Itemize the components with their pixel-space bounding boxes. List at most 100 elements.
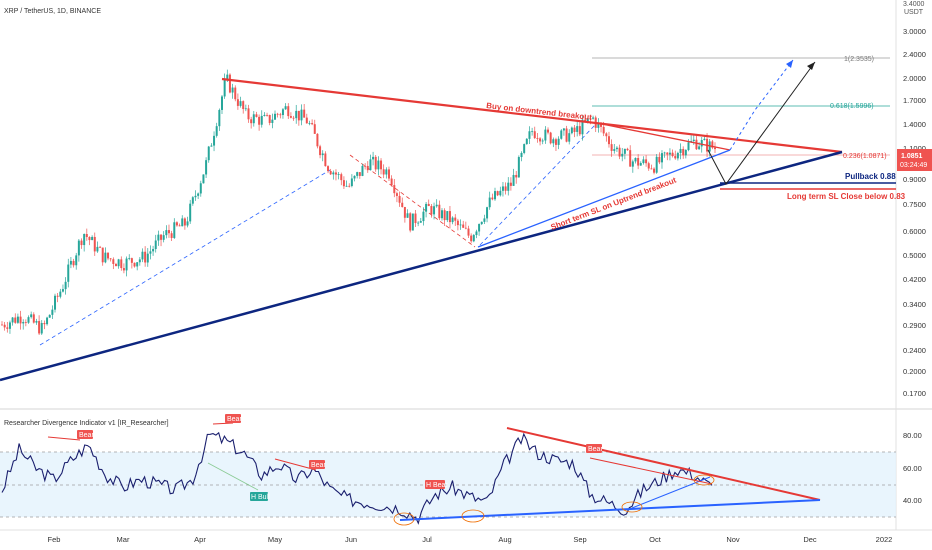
long-sl-label: Long term SL Close below 0.83 bbox=[787, 192, 906, 201]
candle-body bbox=[22, 322, 25, 324]
price-tick-label: 3.0000 bbox=[903, 27, 926, 36]
candle-body bbox=[668, 152, 671, 155]
candle-body bbox=[32, 314, 35, 323]
candle-body bbox=[480, 221, 483, 225]
fib-618-label: 0.618(1.5996) bbox=[830, 103, 874, 110]
candle-body bbox=[77, 240, 80, 256]
candle-body bbox=[462, 224, 465, 228]
support-trendline[interactable] bbox=[0, 150, 843, 382]
candle-body bbox=[483, 218, 486, 222]
candle-body bbox=[109, 258, 112, 260]
candle-body bbox=[112, 259, 115, 264]
candle-body bbox=[403, 207, 406, 218]
candle-body bbox=[313, 124, 316, 134]
short-uptrend[interactable] bbox=[477, 149, 731, 248]
price-tick-label: 0.2000 bbox=[903, 367, 926, 376]
ind-circle-2 bbox=[461, 509, 485, 523]
candle-body bbox=[99, 246, 102, 248]
svg-text:H Bull: H Bull bbox=[251, 494, 270, 501]
candle-body bbox=[75, 255, 78, 266]
ind-bear-line-2 bbox=[212, 422, 234, 425]
candle-body bbox=[6, 327, 9, 329]
time-tick-label: Aug bbox=[498, 535, 511, 544]
candle-body bbox=[374, 156, 377, 170]
candle-body bbox=[27, 317, 30, 323]
candle-body bbox=[213, 135, 216, 146]
indicator-line bbox=[1, 431, 713, 525]
short-downtrend[interactable] bbox=[596, 122, 731, 151]
candle-body bbox=[260, 115, 263, 125]
candle-body bbox=[30, 314, 33, 318]
candle-body bbox=[512, 174, 515, 186]
candle-body bbox=[448, 211, 451, 223]
candle-body bbox=[676, 152, 679, 159]
candle-body bbox=[59, 291, 62, 297]
candle-body bbox=[663, 152, 666, 154]
candle-body bbox=[244, 108, 247, 110]
candle-body bbox=[380, 160, 383, 170]
time-axis: Feb Mar Apr May Jun Jul Aug Sep Oct Nov Dec 2022 bbox=[48, 535, 893, 544]
candle-body bbox=[252, 114, 255, 124]
symbol-title: XRP / TetherUS, 1D, BINANCE bbox=[4, 8, 101, 15]
price-axis: 3.0000 2.4000 2.0000 1.7000 1.4000 1.1000 0.90… bbox=[903, 27, 926, 398]
bear-badge-3: Bear bbox=[309, 460, 326, 469]
candle-body bbox=[292, 117, 295, 119]
candle-body bbox=[332, 172, 335, 175]
candle-body bbox=[353, 175, 356, 179]
candle-body bbox=[671, 152, 674, 157]
candle-body bbox=[205, 160, 208, 175]
candle-body bbox=[509, 182, 512, 186]
candle-body bbox=[40, 323, 43, 334]
candle-body bbox=[531, 131, 534, 133]
candle-body bbox=[223, 79, 226, 97]
candle-body bbox=[679, 148, 682, 153]
candle-body bbox=[629, 150, 632, 167]
candle-body bbox=[488, 197, 491, 208]
candle-body bbox=[504, 186, 507, 191]
candle-body bbox=[666, 152, 669, 155]
candle-body bbox=[438, 204, 441, 219]
candle-body bbox=[334, 172, 337, 175]
ind-bear-line-1 bbox=[47, 436, 81, 441]
candle-body bbox=[186, 221, 189, 226]
candle-body bbox=[167, 230, 170, 234]
price-tick-label: 1.7000 bbox=[903, 96, 926, 105]
candle-body bbox=[340, 174, 343, 181]
ind-resistance[interactable] bbox=[506, 427, 821, 501]
indicator-tick-label: 40.00 bbox=[903, 496, 922, 505]
candle-body bbox=[266, 114, 269, 116]
candle-body bbox=[194, 195, 197, 198]
ind-circle-1 bbox=[393, 512, 415, 526]
candle-body bbox=[377, 160, 380, 170]
price-tick-label: 0.4200 bbox=[903, 275, 926, 284]
candle-body bbox=[8, 322, 11, 329]
candle-body bbox=[210, 145, 213, 147]
candle-body bbox=[263, 114, 266, 116]
candle-body bbox=[56, 295, 59, 297]
candle-body bbox=[255, 114, 258, 117]
time-tick-label: Oct bbox=[649, 535, 662, 544]
price-tick-label: 0.2900 bbox=[903, 321, 926, 330]
candle-body bbox=[639, 163, 642, 166]
candle-body bbox=[319, 146, 322, 156]
candle-body bbox=[475, 231, 478, 236]
ind-support[interactable] bbox=[399, 499, 821, 521]
candle-body bbox=[456, 220, 459, 226]
indicator-band bbox=[0, 452, 896, 517]
candle-body bbox=[191, 197, 194, 204]
candle-body bbox=[554, 139, 557, 145]
candle-body bbox=[72, 260, 75, 266]
fib-236-label: 0.236(1.0871) bbox=[843, 153, 887, 160]
candle-body bbox=[562, 128, 565, 131]
candle-body bbox=[605, 133, 608, 137]
resistance-trendline[interactable] bbox=[221, 77, 843, 154]
candle-body bbox=[170, 233, 173, 238]
candle-body bbox=[231, 87, 234, 93]
candle-body bbox=[433, 206, 436, 215]
candle-body bbox=[85, 234, 88, 238]
candle-body bbox=[698, 146, 701, 150]
fib-1-label: 1(2.3535) bbox=[844, 56, 874, 63]
candle-body bbox=[24, 322, 27, 323]
candle-body bbox=[69, 260, 72, 265]
candle-body bbox=[539, 138, 542, 142]
